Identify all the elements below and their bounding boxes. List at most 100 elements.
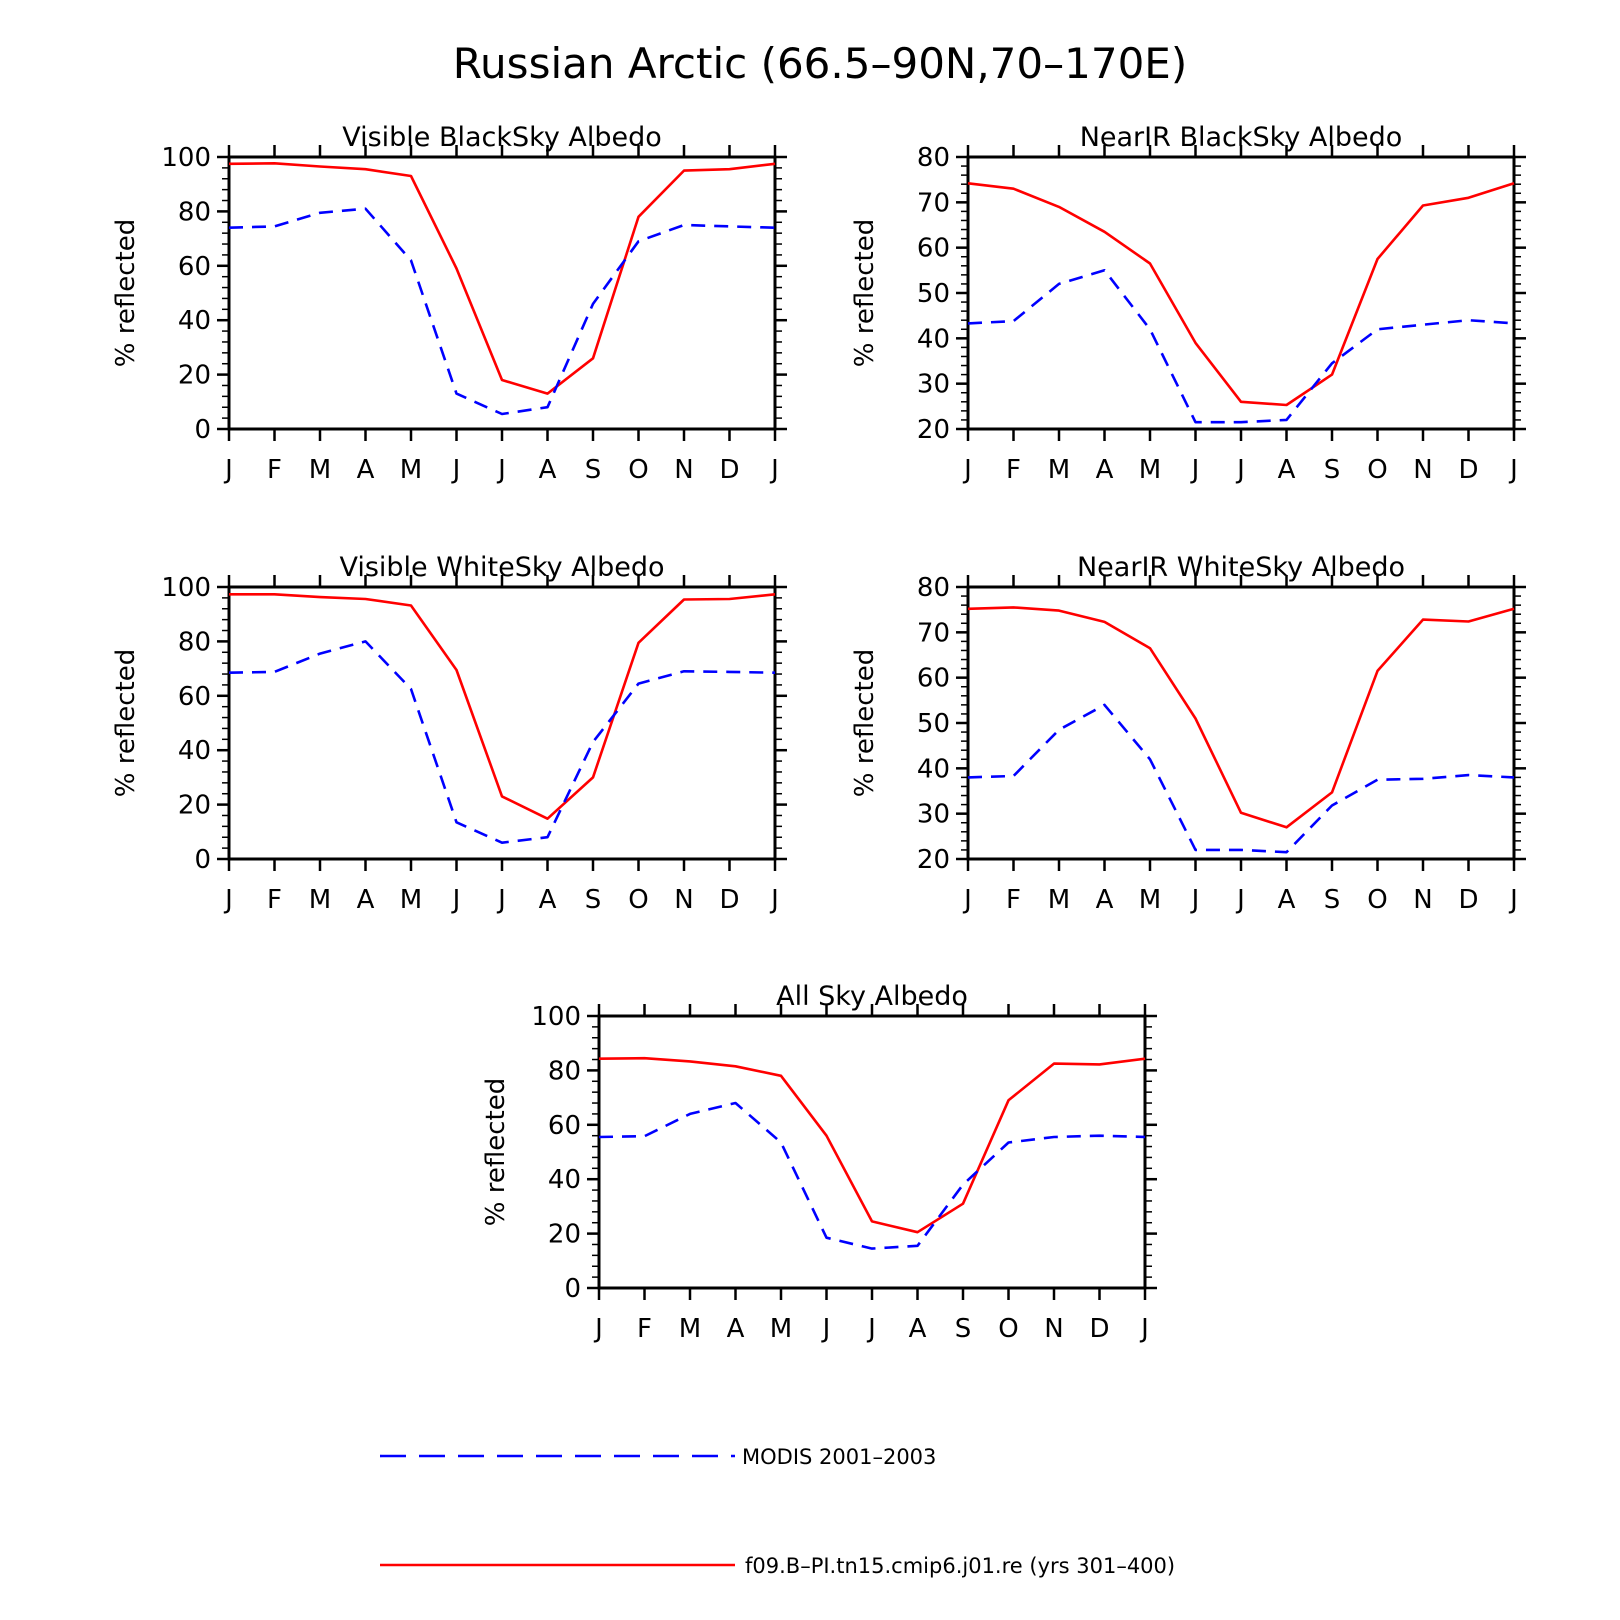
x-tick-label: D [1089,1314,1109,1344]
y-tick-label: 50 [917,279,950,309]
y-tick-label: 30 [917,370,950,400]
series-line-model [229,592,776,821]
y-tick-label: 20 [178,791,211,821]
x-tick-label: J [866,1314,876,1344]
x-tick-label: F [1006,455,1021,485]
y-tick-label: 20 [548,1220,581,1250]
x-tick-label: M [770,1314,792,1344]
x-tick-label: M [400,885,422,915]
x-tick-label: D [719,885,739,915]
y-tick-label: 30 [917,800,950,830]
y-tick-label: 100 [531,1002,581,1032]
x-tick-label: M [309,455,331,485]
plot-frame [227,155,777,431]
x-tick-label: J [451,455,461,485]
series-line-modis [967,703,1515,854]
y-axis-label: % reflected [481,1078,511,1226]
x-tick-label: A [727,1314,745,1344]
x-tick-label: A [357,455,375,485]
y-tick-label: 40 [917,754,950,784]
y-tick-label: 80 [178,197,211,227]
x-tick-label: D [719,455,739,485]
series-line-modis [967,268,1515,424]
y-axis-label: % reflected [111,219,141,367]
y-tick-label: 80 [178,627,211,657]
x-tick-label: F [267,885,282,915]
y-tick-label: 0 [564,1274,581,1304]
x-tick-label: F [267,455,282,485]
x-tick-label: J [769,885,779,915]
x-tick-label: A [1096,455,1114,485]
x-tick-label: J [1190,885,1200,915]
legend-model-label: f09.B–PI.tn15.cmip6.j01.re (yrs 301–400) [745,1554,1175,1578]
x-tick-label: J [593,1314,603,1344]
y-axis-label: % reflected [850,649,880,797]
figure-title: Russian Arctic (66.5–90N,70–170E) [453,39,1187,88]
plot-frame [966,155,1516,431]
y-tick-label: 40 [917,324,950,354]
y-axis-label: % reflected [111,649,141,797]
y-tick-label: 0 [194,415,211,445]
x-tick-label: J [496,455,506,485]
x-tick-label: J [223,885,233,915]
x-tick-label: N [674,455,693,485]
x-tick-label: J [1190,455,1200,485]
x-tick-label: O [998,1314,1018,1344]
x-tick-label: F [1006,885,1021,915]
y-tick-label: 40 [178,736,211,766]
y-tick-label: 70 [917,618,950,648]
y-tick-label: 50 [917,709,950,739]
x-tick-label: M [1139,885,1161,915]
y-tick-label: 40 [178,306,211,336]
x-tick-label: J [1235,455,1245,485]
x-tick-label: S [1324,885,1341,915]
y-tick-label: 80 [917,143,950,173]
x-tick-label: J [1235,885,1245,915]
y-tick-label: 60 [917,234,950,264]
plot-frame [966,585,1516,861]
x-tick-label: J [1508,455,1518,485]
x-tick-label: A [1278,885,1296,915]
series-line-model [967,606,1515,829]
x-tick-label: A [1096,885,1114,915]
x-tick-label: O [628,455,648,485]
plot-frame [597,1014,1147,1290]
x-tick-label: N [674,885,693,915]
x-tick-label: M [1139,455,1161,485]
x-tick-label: A [539,885,557,915]
x-tick-label: J [223,455,233,485]
y-tick-label: 20 [917,415,950,445]
x-tick-label: M [1048,885,1070,915]
x-tick-label: O [1367,885,1387,915]
legend: MODIS 2001–2003 f09.B–PI.tn15.cmip6.j01.… [380,1445,1175,1578]
x-tick-label: O [1367,455,1387,485]
y-tick-label: 100 [161,143,211,173]
plot-frame [227,585,777,861]
series-line-model [598,1056,1146,1234]
x-tick-label: J [769,455,779,485]
x-tick-label: M [400,455,422,485]
x-tick-label: S [955,1314,972,1344]
x-tick-label: A [1278,455,1296,485]
x-tick-label: N [1413,455,1432,485]
y-tick-label: 80 [917,573,950,603]
series-line-modis [598,1101,1146,1250]
y-tick-label: 70 [917,188,950,218]
x-tick-label: S [1324,455,1341,485]
x-tick-label: M [309,885,331,915]
y-tick-label: 20 [917,845,950,875]
x-tick-label: D [1458,455,1478,485]
x-tick-label: N [1413,885,1432,915]
y-tick-label: 60 [917,664,950,694]
x-tick-label: J [962,455,972,485]
y-axis-label: % reflected [850,219,880,367]
y-tick-label: 60 [548,1111,581,1141]
x-tick-label: N [1044,1314,1063,1344]
series-line-model [228,162,776,395]
x-tick-label: A [357,885,375,915]
x-tick-label: J [451,885,461,915]
